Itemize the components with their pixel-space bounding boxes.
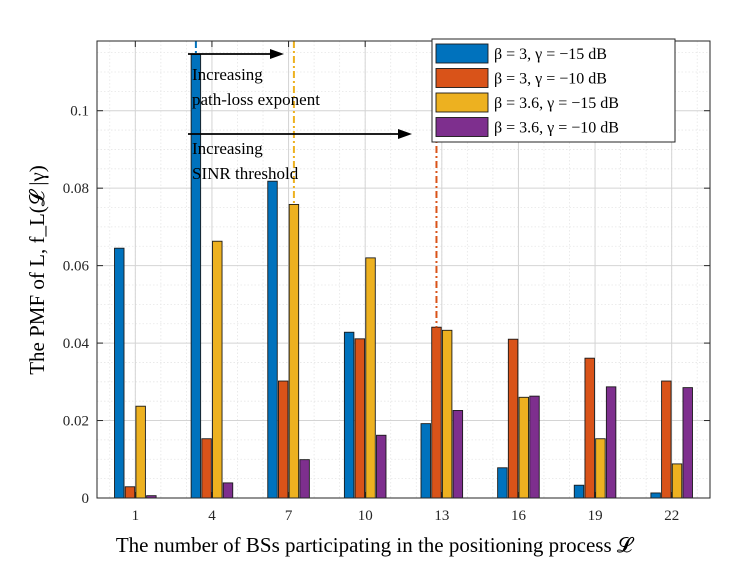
annotation-path-loss: Increasing path-loss exponent bbox=[188, 49, 320, 109]
bar-series-2-13 bbox=[431, 326, 442, 499]
x-axis-label: The number of BSs participating in the p… bbox=[116, 533, 635, 557]
legend-label-3: β = 3.6, γ = −15 dB bbox=[494, 95, 619, 112]
bar-series-4-10 bbox=[376, 434, 387, 499]
x-tick-label: 22 bbox=[664, 508, 679, 524]
y-tick-label: 0 bbox=[82, 491, 90, 507]
axis-ticks: 0 0.02 0.04 0.06 0.08 0.1 1 4 7 10 13 16 19 22 bbox=[63, 41, 710, 524]
annotation-path-loss-arrowhead bbox=[270, 49, 284, 59]
bar-series-2-4 bbox=[201, 438, 212, 499]
bar-series-3-13 bbox=[441, 329, 453, 499]
x-tick-label: 13 bbox=[434, 508, 449, 524]
y-tick-label: 0.08 bbox=[63, 181, 89, 197]
y-axis-label: The PMF of L, f_L(𝓛 |γ) bbox=[25, 165, 49, 375]
y-tick-label: 0.04 bbox=[63, 336, 90, 352]
x-tick-label: 4 bbox=[208, 508, 216, 524]
legend-swatch-1 bbox=[435, 43, 489, 64]
bar-series-4-7 bbox=[299, 459, 310, 499]
x-tick-label: 1 bbox=[132, 508, 140, 524]
annotation-sinr: Increasing SINR threshold bbox=[188, 129, 412, 183]
x-tick-label: 19 bbox=[588, 508, 603, 524]
bar-series-1-4 bbox=[190, 54, 202, 499]
y-tick-label: 0.02 bbox=[63, 414, 89, 430]
legend: β = 3, γ = −15 dB β = 3, γ = −10 dB β = 3.… bbox=[431, 38, 676, 143]
legend-label-1: β = 3, γ = −15 dB bbox=[494, 46, 607, 63]
bar-series-3-22 bbox=[671, 463, 683, 499]
plot-frame bbox=[96, 40, 711, 499]
bar-series-2-10 bbox=[354, 338, 366, 499]
bar-series-4-19 bbox=[605, 386, 617, 499]
bar-series-1-19 bbox=[573, 484, 585, 499]
bar-series-4-16 bbox=[529, 395, 540, 499]
bar-series-1-7 bbox=[267, 180, 278, 499]
annotation-path-loss-line1: Increasing bbox=[192, 65, 263, 84]
bar-series-2-1 bbox=[124, 486, 136, 499]
annotation-path-loss-line2: path-loss exponent bbox=[192, 90, 320, 109]
bar-series-1-1 bbox=[114, 247, 125, 499]
annotation-sinr-arrowhead bbox=[398, 129, 412, 139]
bar-series-3-10 bbox=[365, 257, 376, 499]
bar-series-1-10 bbox=[343, 331, 355, 499]
annotation-sinr-line2: SINR threshold bbox=[192, 164, 299, 183]
bar-series-4-22 bbox=[682, 387, 693, 499]
bar-series-3-1 bbox=[135, 405, 146, 499]
legend-label-2: β = 3, γ = −10 dB bbox=[494, 71, 607, 88]
bars bbox=[114, 54, 693, 499]
legend-swatch-4 bbox=[435, 117, 489, 137]
bar-series-3-4 bbox=[212, 240, 223, 499]
bar-series-2-19 bbox=[584, 357, 595, 499]
bar-series-2-16 bbox=[507, 338, 519, 499]
legend-swatch-2 bbox=[435, 68, 489, 88]
y-tick-label: 0.06 bbox=[63, 259, 90, 275]
bar-series-2-7 bbox=[278, 380, 289, 499]
bar-series-3-7 bbox=[288, 203, 300, 499]
bar-series-3-19 bbox=[595, 438, 606, 499]
x-tick-label: 10 bbox=[358, 508, 373, 524]
legend-swatch-3 bbox=[435, 92, 489, 113]
legend-label-4: β = 3.6, γ = −10 dB bbox=[494, 120, 619, 137]
annotation-sinr-line1: Increasing bbox=[192, 139, 263, 158]
bar-series-3-16 bbox=[518, 396, 529, 499]
bar-series-4-13 bbox=[452, 410, 464, 499]
bar-series-1-13 bbox=[420, 423, 431, 499]
x-tick-label: 16 bbox=[511, 508, 527, 524]
bar-series-2-22 bbox=[661, 380, 672, 499]
x-tick-label: 7 bbox=[285, 508, 293, 524]
bar-series-1-16 bbox=[497, 467, 508, 499]
bar-series-1-22 bbox=[650, 492, 661, 499]
bar-series-4-4 bbox=[222, 482, 234, 499]
y-tick-label: 0.1 bbox=[70, 104, 89, 120]
